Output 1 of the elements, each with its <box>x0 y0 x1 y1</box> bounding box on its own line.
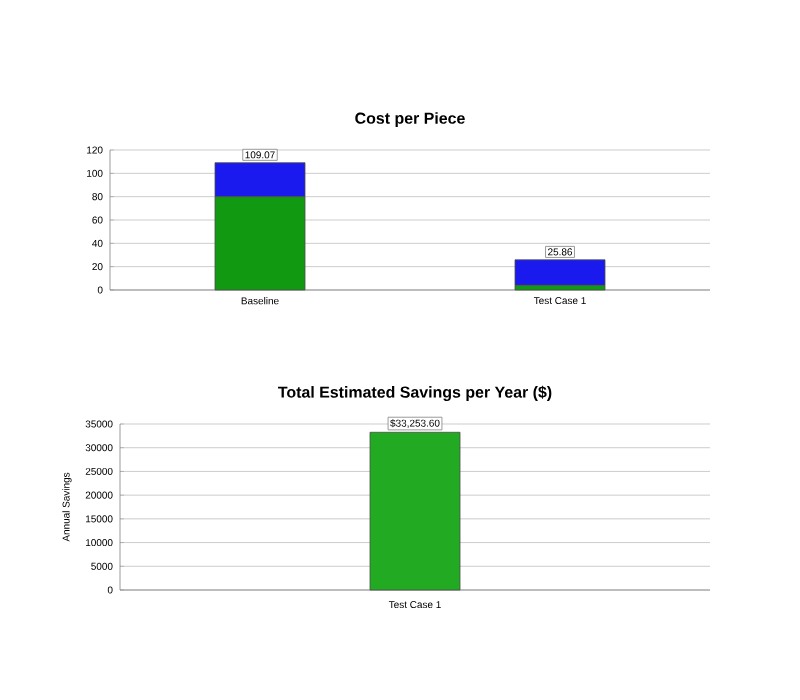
bar <box>514 259 606 286</box>
